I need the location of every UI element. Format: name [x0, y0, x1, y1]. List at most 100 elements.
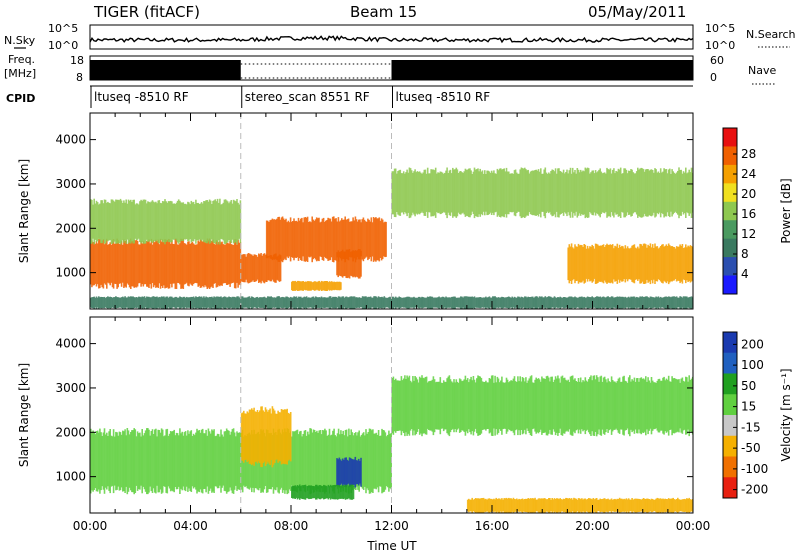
data-streak [447, 376, 450, 435]
data-streak [333, 485, 335, 500]
data-streak [575, 297, 577, 308]
data-streak [374, 218, 376, 261]
data-streak [558, 499, 560, 512]
data-streak [296, 429, 299, 493]
data-streak [602, 377, 605, 434]
data-streak [205, 200, 207, 244]
data-streak [598, 169, 600, 216]
data-streak [584, 167, 587, 219]
data-streak [665, 378, 668, 433]
data-streak [513, 498, 516, 513]
data-streak [165, 239, 167, 288]
data-streak [663, 168, 665, 218]
data-streak [144, 199, 147, 244]
data-streak [169, 243, 172, 284]
data-streak [472, 499, 475, 512]
data-streak [270, 413, 272, 460]
data-streak [605, 499, 607, 512]
data-streak [122, 203, 124, 241]
data-streak [172, 297, 174, 308]
data-streak [273, 297, 276, 308]
data-streak [96, 202, 99, 242]
data-streak [254, 411, 257, 463]
data-streak [228, 296, 230, 309]
data-streak [447, 173, 450, 213]
data-streak [92, 430, 94, 492]
data-streak [384, 432, 387, 490]
data-streak [615, 499, 617, 512]
y-axis-label: Slant Range [km] [17, 159, 31, 263]
data-streak [92, 297, 94, 309]
data-streak [340, 485, 342, 499]
data-streak [563, 297, 566, 309]
data-streak [407, 296, 410, 309]
data-streak [265, 297, 268, 308]
data-streak [195, 244, 197, 283]
data-streak [349, 484, 351, 500]
data-streak [329, 435, 332, 487]
data-streak [669, 245, 671, 283]
data-streak [554, 376, 557, 436]
data-streak [166, 296, 169, 309]
data-streak [538, 379, 541, 432]
data-streak [621, 245, 623, 282]
data-streak [104, 199, 107, 244]
data-streak [482, 173, 485, 212]
data-streak [510, 297, 512, 308]
data-streak [678, 499, 680, 512]
data-streak [116, 199, 118, 244]
data-streak [513, 376, 516, 436]
data-streak [681, 173, 684, 212]
data-streak [514, 169, 517, 217]
data-streak [204, 201, 206, 242]
data-streak [143, 296, 146, 309]
data-streak [591, 170, 593, 215]
data-streak [164, 435, 166, 487]
data-streak [558, 168, 560, 218]
data-streak [573, 297, 575, 308]
data-streak [332, 296, 334, 309]
data-streak [99, 428, 101, 494]
data-streak [238, 297, 241, 308]
data-streak [589, 297, 591, 308]
data-streak [597, 499, 599, 512]
data-streak [117, 435, 119, 487]
data-streak [310, 297, 312, 308]
data-streak [350, 484, 352, 500]
data-streak [540, 498, 542, 513]
data-streak [569, 498, 572, 513]
data-streak [625, 248, 628, 280]
data-streak [522, 378, 525, 434]
data-streak [355, 250, 358, 277]
data-streak [687, 297, 689, 308]
data-streak [659, 296, 662, 309]
data-streak [235, 201, 237, 243]
data-streak [658, 247, 661, 281]
data-streak [221, 434, 223, 488]
data-streak [637, 246, 639, 281]
data-streak [104, 242, 107, 285]
data-streak [608, 499, 611, 512]
data-streak [187, 241, 189, 286]
data-streak [600, 171, 603, 214]
data-streak [272, 408, 275, 465]
data-streak [671, 498, 673, 513]
data-streak [570, 375, 573, 436]
data-streak [365, 429, 367, 494]
data-streak [147, 296, 149, 309]
data-streak [103, 296, 106, 309]
data-streak [511, 173, 513, 213]
data-streak [372, 217, 375, 262]
data-streak [408, 375, 411, 436]
data-streak [238, 242, 241, 285]
data-streak [560, 499, 563, 512]
data-streak [336, 221, 338, 258]
data-streak [164, 199, 166, 245]
data-streak [474, 169, 477, 217]
data-streak [574, 170, 576, 216]
data-streak [355, 460, 358, 485]
data-streak [550, 171, 552, 215]
data-streak [495, 382, 497, 430]
data-streak [207, 297, 210, 308]
